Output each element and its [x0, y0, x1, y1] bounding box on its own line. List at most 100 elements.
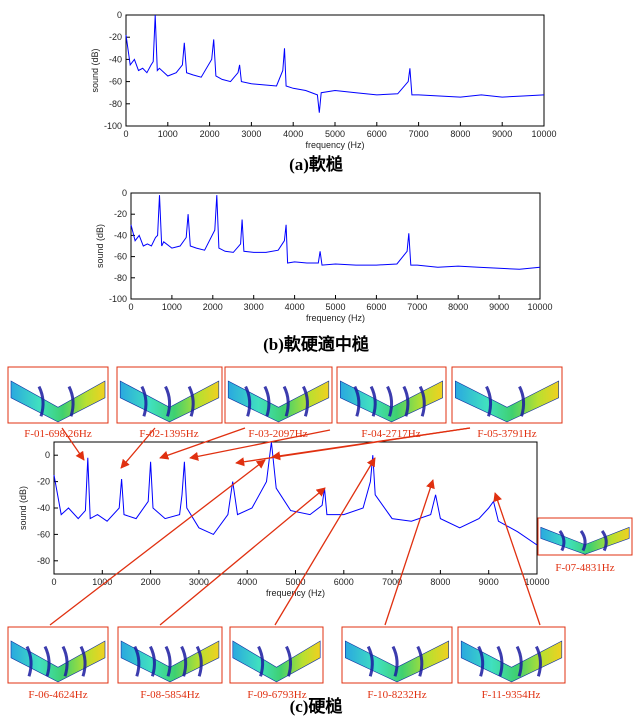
mode-node-line: [149, 645, 156, 677]
x-tick-label: 4000: [285, 302, 305, 312]
mode-plate: [232, 640, 321, 683]
mode-shape: [336, 366, 447, 424]
mode-node-line: [558, 530, 566, 552]
mode-node-line: [195, 645, 203, 677]
mode-shape: [229, 626, 324, 684]
y-tick-label: 0: [122, 188, 127, 198]
x-tick-label: 7000: [409, 129, 429, 139]
mode-node-line: [244, 385, 252, 417]
x-axis-label: frequency (Hz): [266, 588, 325, 598]
mode-node-line: [369, 385, 377, 417]
y-tick-label: -40: [37, 503, 50, 513]
mode-node-line: [391, 645, 399, 677]
y-tick-label: -80: [114, 273, 127, 283]
x-axis-label: frequency (Hz): [306, 313, 365, 323]
mode-label: F-04-2717Hz: [361, 428, 420, 440]
x-tick-label: 3000: [189, 577, 209, 587]
x-tick-label: 9000: [479, 577, 499, 587]
x-tick-label: 2000: [203, 302, 223, 312]
x-tick-label: 3000: [244, 302, 264, 312]
mode-node-line: [285, 645, 293, 677]
arrow: [159, 487, 326, 626]
mode-node-line: [25, 645, 33, 677]
mode-node-line: [282, 385, 290, 417]
y-tick-label: -40: [114, 230, 127, 240]
mode-node-line: [180, 645, 188, 677]
x-tick-label: 9000: [492, 129, 512, 139]
x-tick-label: 6000: [334, 577, 354, 587]
mode-node-line: [353, 385, 361, 417]
y-tick-label: -100: [104, 121, 122, 131]
arrow: [493, 492, 541, 626]
y-tick-label: 0: [45, 450, 50, 460]
x-tick-label: 2000: [141, 577, 161, 587]
y-tick-label: -80: [109, 99, 122, 109]
arrow: [159, 427, 246, 460]
mode-label: F-01-698.26Hz: [24, 428, 92, 440]
x-tick-label: 1000: [92, 577, 112, 587]
y-axis-label: sound (dB): [18, 486, 28, 530]
mode-node-line: [140, 385, 148, 417]
y-tick-label: -20: [109, 32, 122, 42]
plot-area: [53, 441, 538, 575]
mode-node-line: [79, 645, 87, 677]
y-tick-label: -20: [37, 477, 50, 487]
mode-label: F-10-8232Hz: [367, 689, 426, 701]
y-tick-label: -20: [114, 209, 127, 219]
mode-node-line: [515, 645, 523, 677]
mode-shape: [7, 626, 109, 684]
mode-node-line: [187, 385, 195, 417]
mode-node-line: [496, 645, 504, 677]
mode-label: F-09-6793Hz: [247, 689, 306, 701]
plot-area: [130, 192, 541, 300]
mode-node-line: [37, 385, 45, 417]
mode-node-line: [164, 385, 172, 417]
x-tick-label: 9000: [489, 302, 509, 312]
mode-node-line: [386, 385, 394, 417]
spectrum-line: [125, 14, 545, 113]
mode-plate: [454, 380, 560, 423]
mode-node-line: [257, 645, 265, 677]
mode-shape: [457, 626, 566, 684]
mode-label: F-02-1395Hz: [139, 428, 198, 440]
x-tick-label: 0: [128, 302, 133, 312]
x-tick-label: 8000: [450, 129, 470, 139]
caption: (a)軟槌: [289, 154, 344, 174]
mode-label: F-03-2097Hz: [248, 428, 307, 440]
x-tick-label: 5000: [285, 577, 305, 587]
mode-node-line: [518, 385, 526, 417]
x-tick-label: 4000: [283, 129, 303, 139]
mode-node-line: [485, 385, 493, 417]
mode-node-line: [535, 645, 542, 677]
x-tick-label: 0: [123, 129, 128, 139]
caption: (b)軟硬適中槌: [263, 334, 370, 354]
x-tick-label: 10000: [531, 129, 556, 139]
x-tick-label: 6000: [366, 302, 386, 312]
arrow: [384, 479, 435, 626]
mode-node-line: [133, 645, 141, 677]
mode-label: F-08-5854Hz: [140, 689, 199, 701]
x-tick-label: 4000: [237, 577, 257, 587]
mode-node-line: [600, 530, 608, 552]
y-tick-label: -60: [109, 77, 122, 87]
y-tick-label: -60: [37, 529, 50, 539]
mode-shape: [116, 366, 223, 424]
y-axis-label: sound (dB): [90, 48, 100, 92]
arrow: [271, 427, 471, 461]
mode-shape: [7, 366, 109, 424]
mode-node-line: [579, 530, 587, 552]
mode-node-line: [263, 385, 271, 417]
x-tick-label: 8000: [430, 577, 450, 587]
arrow: [49, 459, 266, 626]
x-tick-label: 7000: [407, 302, 427, 312]
mode-plate: [10, 380, 106, 423]
y-tick-label: -100: [109, 294, 127, 304]
y-tick-label: -60: [114, 252, 127, 262]
mode-shape: [341, 626, 453, 684]
y-tick-label: 0: [117, 10, 122, 20]
arrow: [61, 427, 85, 461]
x-tick-label: 7000: [382, 577, 402, 587]
x-tick-label: 10000: [524, 577, 549, 587]
y-tick-label: -40: [109, 54, 122, 64]
